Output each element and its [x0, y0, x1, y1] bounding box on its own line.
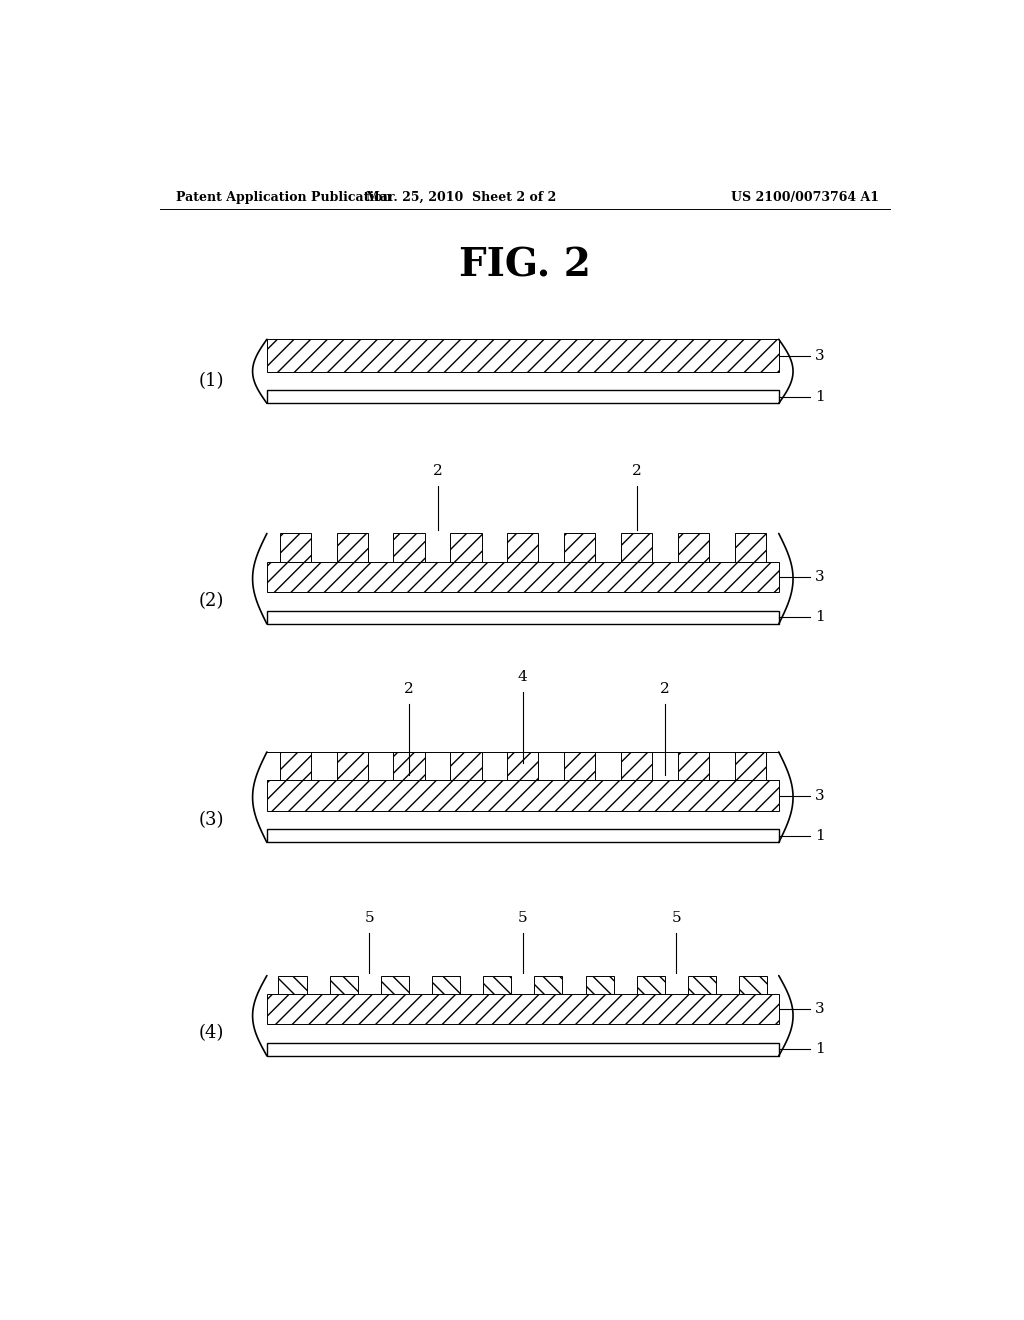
Text: Patent Application Publication: Patent Application Publication [176, 190, 391, 203]
Bar [564, 752, 595, 780]
Bar [280, 533, 311, 562]
Bar [451, 533, 481, 562]
Text: 5: 5 [365, 911, 374, 925]
Bar [393, 533, 425, 562]
Text: 5: 5 [672, 911, 681, 925]
Bar [267, 829, 778, 842]
Text: (1): (1) [199, 372, 224, 389]
Text: 1: 1 [815, 1043, 825, 1056]
Text: 2: 2 [404, 682, 414, 696]
Bar [451, 752, 481, 780]
Bar [330, 975, 357, 994]
Text: (4): (4) [199, 1024, 224, 1043]
Bar [734, 752, 766, 780]
Bar [267, 391, 778, 404]
Bar [564, 533, 595, 562]
Bar [507, 533, 539, 562]
Text: FIG. 2: FIG. 2 [459, 246, 591, 284]
Bar [734, 533, 766, 562]
Text: 5: 5 [518, 911, 527, 925]
Bar [279, 975, 306, 994]
Bar [637, 975, 665, 994]
Text: 2: 2 [432, 463, 442, 478]
Bar [678, 752, 709, 780]
Text: 1: 1 [815, 610, 825, 624]
Text: Mar. 25, 2010  Sheet 2 of 2: Mar. 25, 2010 Sheet 2 of 2 [367, 190, 556, 203]
Text: 3: 3 [815, 1002, 825, 1016]
Bar [267, 339, 778, 372]
Bar [432, 975, 460, 994]
Bar [483, 975, 511, 994]
Bar [337, 752, 368, 780]
Bar [535, 975, 562, 994]
Bar [381, 975, 409, 994]
Bar [267, 994, 778, 1024]
Text: 4: 4 [518, 669, 527, 684]
Bar [507, 752, 539, 780]
Text: 2: 2 [660, 682, 670, 696]
Text: 3: 3 [815, 570, 825, 585]
Bar [280, 752, 311, 780]
Bar [621, 752, 652, 780]
Text: (2): (2) [199, 593, 224, 611]
Bar [678, 533, 709, 562]
Bar [267, 752, 778, 780]
Text: US 2100/0073764 A1: US 2100/0073764 A1 [731, 190, 880, 203]
Text: 2: 2 [632, 463, 641, 478]
Bar [621, 533, 652, 562]
Text: (3): (3) [199, 810, 224, 829]
Text: 1: 1 [815, 829, 825, 843]
Text: 3: 3 [815, 348, 825, 363]
Text: 1: 1 [815, 389, 825, 404]
Bar [739, 975, 767, 994]
Bar [267, 1043, 778, 1056]
Text: 3: 3 [815, 788, 825, 803]
Bar [267, 780, 778, 810]
Bar [267, 611, 778, 624]
Bar [688, 975, 716, 994]
Bar [393, 752, 425, 780]
Bar [586, 975, 613, 994]
Bar [267, 562, 778, 593]
Bar [337, 533, 368, 562]
